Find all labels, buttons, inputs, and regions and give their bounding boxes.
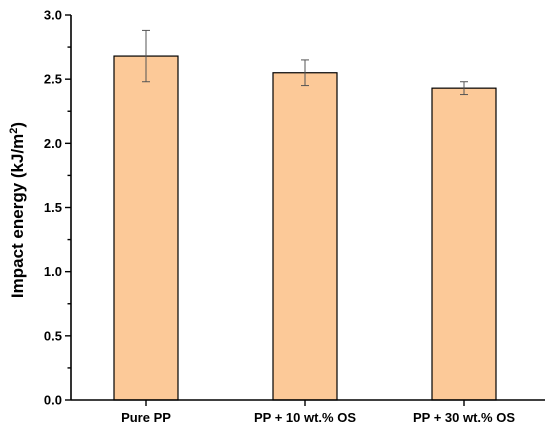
x-tick-label: PP + 30 wt.% OS (413, 410, 515, 425)
y-tick-label: 1.0 (44, 264, 62, 279)
error-bars-group (142, 29, 468, 96)
x-axis-ticks: Pure PP PP + 10 wt.% OS PP + 30 wt.% OS (121, 400, 515, 425)
bar (431, 87, 497, 401)
x-tick-label: Pure PP (121, 410, 171, 425)
y-axis-ticks: 0.0 0.5 1.0 1.5 2.0 2.5 3.0 (44, 8, 71, 408)
y-tick-label: 2.0 (44, 136, 62, 151)
y-tick-label: 0.0 (44, 393, 62, 408)
y-tick-label: 2.5 (44, 72, 62, 87)
y-tick-label: 1.5 (44, 200, 62, 215)
y-tick-label: 3.0 (44, 8, 62, 23)
y-axis-label: Impact energy (kJ/m2) (8, 122, 27, 298)
x-tick-label: PP + 10 wt.% OS (254, 410, 356, 425)
y-tick-label: 0.5 (44, 328, 62, 343)
bars-group (113, 55, 497, 401)
bar (113, 55, 179, 401)
bar (272, 72, 338, 401)
y-axis-title: Impact energy (kJ/m2) (8, 122, 27, 298)
